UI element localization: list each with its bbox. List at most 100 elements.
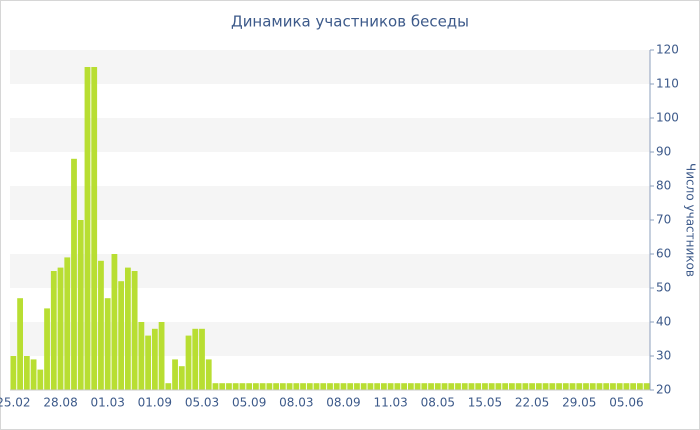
bar	[522, 383, 529, 390]
bar	[502, 383, 509, 390]
bar	[118, 281, 125, 390]
bar	[199, 328, 205, 390]
bar	[232, 383, 239, 390]
bar	[246, 383, 253, 390]
bar	[30, 359, 37, 390]
y-tick-label: 120	[656, 43, 679, 57]
bar	[636, 383, 643, 390]
bar	[158, 322, 165, 390]
bar	[320, 383, 327, 390]
bar	[138, 322, 145, 390]
bar	[529, 383, 536, 390]
bar	[44, 308, 50, 390]
bar	[576, 383, 583, 390]
bar	[151, 328, 158, 390]
bar	[212, 383, 219, 390]
bar	[293, 383, 300, 390]
bar	[226, 383, 232, 390]
bar	[562, 383, 569, 390]
bar	[10, 356, 17, 390]
bar	[535, 383, 542, 390]
bar	[387, 383, 394, 390]
bar	[340, 383, 347, 390]
y-tick-label: 30	[656, 349, 671, 363]
bar	[569, 383, 576, 390]
bar	[643, 383, 650, 390]
bar	[57, 267, 64, 390]
bar	[549, 383, 556, 390]
x-tick-label: 05.06	[609, 396, 643, 410]
grid-band	[10, 186, 650, 220]
y-axis-label: Число участников	[684, 163, 698, 277]
bar	[401, 383, 408, 390]
x-tick-label: 25.02	[0, 396, 31, 410]
bar	[367, 383, 374, 390]
y-tick-label: 20	[656, 383, 671, 397]
bar	[508, 383, 515, 390]
x-tick-label: 01.09	[138, 396, 172, 410]
bar	[468, 383, 475, 390]
bar	[414, 383, 421, 390]
x-tick-label: 08.09	[326, 396, 360, 410]
bar	[84, 67, 91, 390]
bar	[91, 67, 98, 390]
bar	[461, 383, 468, 390]
y-tick-label: 110	[656, 77, 679, 91]
bar	[64, 257, 71, 390]
bar	[252, 383, 259, 390]
y-tick-label: 80	[656, 179, 671, 193]
x-tick-label: 28.08	[43, 396, 77, 410]
bar	[603, 383, 610, 390]
bar	[23, 356, 30, 390]
bar	[178, 366, 185, 390]
bar	[300, 383, 306, 390]
x-tick-label: 11.03	[373, 396, 407, 410]
bar	[441, 383, 448, 390]
bar	[556, 383, 562, 390]
bar	[327, 383, 333, 390]
bar	[98, 260, 104, 390]
bar	[448, 383, 455, 390]
bar	[273, 383, 280, 390]
bar	[616, 383, 623, 390]
y-tick-label: 100	[656, 111, 679, 125]
bar	[596, 383, 603, 390]
y-tick-label: 40	[656, 315, 671, 329]
bar	[104, 298, 111, 390]
bar	[219, 383, 226, 390]
bar	[205, 359, 212, 390]
y-tick-label: 70	[656, 213, 671, 227]
bar	[286, 383, 293, 390]
bar	[495, 383, 502, 390]
bar	[266, 383, 273, 390]
bar	[50, 271, 57, 390]
bar	[428, 383, 434, 390]
bar	[111, 254, 118, 390]
x-tick-label: 05.03	[185, 396, 219, 410]
bar	[71, 158, 77, 390]
bar	[124, 267, 131, 390]
bar	[610, 383, 616, 390]
bar	[354, 383, 360, 390]
x-tick-label: 29.05	[562, 396, 596, 410]
bar	[172, 359, 178, 390]
bar	[333, 383, 340, 390]
bar	[77, 220, 84, 390]
grid-band	[10, 118, 650, 152]
bar	[407, 383, 414, 390]
bar	[482, 383, 488, 390]
bar	[583, 383, 589, 390]
grid-band	[10, 254, 650, 288]
bar	[145, 335, 152, 390]
bar	[630, 383, 637, 390]
bar	[192, 328, 199, 390]
y-tick-label: 50	[656, 281, 671, 295]
bar	[542, 383, 549, 390]
bar	[259, 383, 266, 390]
bar	[306, 383, 313, 390]
bar	[131, 271, 138, 390]
bar	[37, 369, 44, 390]
x-tick-label: 08.03	[279, 396, 313, 410]
bar	[165, 383, 172, 390]
